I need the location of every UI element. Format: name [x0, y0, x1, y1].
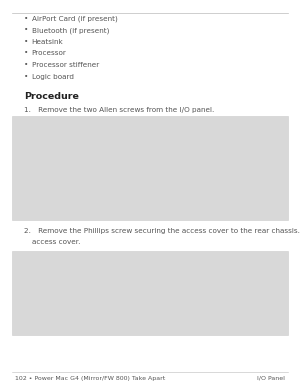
Text: Logic board: Logic board: [32, 74, 74, 80]
Text: 1. Remove the two Allen screws from the I/O panel.: 1. Remove the two Allen screws from the …: [24, 107, 214, 113]
FancyBboxPatch shape: [12, 116, 288, 220]
Text: 102 • Power Mac G4 (Mirror/FW 800) Take Apart: 102 • Power Mac G4 (Mirror/FW 800) Take …: [15, 376, 165, 381]
Text: •: •: [24, 27, 28, 33]
Text: AirPort Card (if present): AirPort Card (if present): [32, 16, 117, 22]
Text: Heatsink: Heatsink: [32, 39, 63, 45]
Text: Procedure: Procedure: [24, 92, 79, 101]
Text: •: •: [24, 16, 28, 21]
Text: •: •: [24, 74, 28, 80]
Text: 2. Remove the Phillips screw securing the access cover to the rear chassis. Remo: 2. Remove the Phillips screw securing th…: [24, 228, 300, 234]
Text: •: •: [24, 50, 28, 56]
Text: •: •: [24, 62, 28, 68]
Text: Processor: Processor: [32, 50, 66, 56]
Text: •: •: [24, 39, 28, 45]
Text: Bluetooth (if present): Bluetooth (if present): [32, 27, 109, 34]
Text: Processor stiffener: Processor stiffener: [32, 62, 99, 68]
Text: I/O Panel: I/O Panel: [257, 376, 285, 381]
FancyBboxPatch shape: [12, 251, 288, 335]
Text: access cover.: access cover.: [32, 239, 80, 245]
